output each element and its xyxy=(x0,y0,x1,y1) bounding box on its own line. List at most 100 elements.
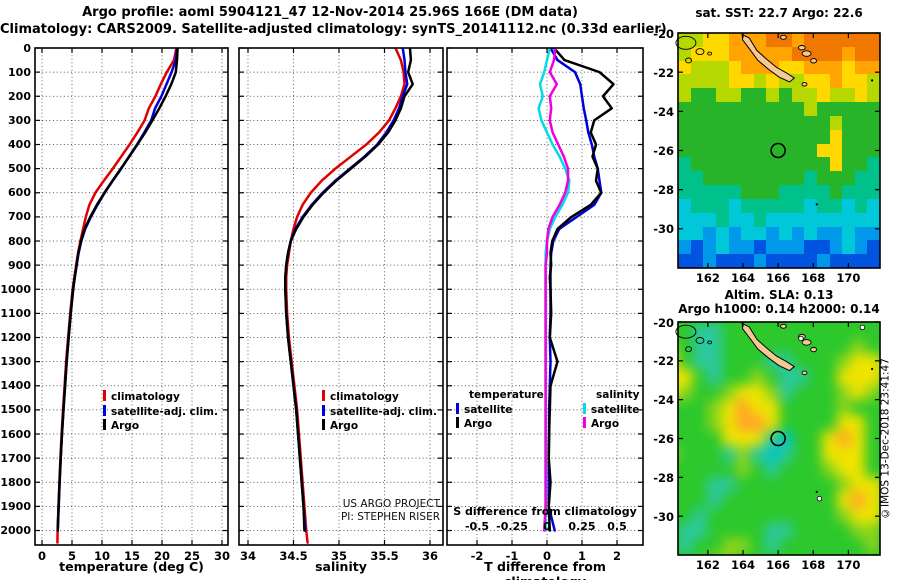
heatmap-cell xyxy=(829,240,843,255)
heatmap-cell xyxy=(836,507,851,523)
heatmap-cell xyxy=(822,338,837,355)
heatmap-cell xyxy=(721,415,736,431)
heatmap-cell xyxy=(764,553,779,555)
heatmap-cell xyxy=(721,476,736,493)
heatmap-cell xyxy=(793,476,808,493)
heatmap-cell xyxy=(836,476,851,493)
heatmap-cell xyxy=(867,115,880,130)
heatmap-cell xyxy=(735,338,751,355)
legend-label: satellite xyxy=(464,403,513,416)
heatmap-cell xyxy=(703,129,716,144)
heatmap-cell xyxy=(678,323,693,339)
heatmap-cell xyxy=(735,369,751,385)
heatmap-cell xyxy=(721,354,736,370)
figure-title-line1: Argo profile: aoml 5904121_47 12-Nov-201… xyxy=(82,5,578,20)
heatmap-cell xyxy=(690,33,704,47)
heatmap-cell xyxy=(850,400,866,416)
heatmap-cell xyxy=(793,492,808,508)
heatmap-cell xyxy=(678,171,691,186)
heatmap-cell xyxy=(750,507,765,523)
heatmap-cell xyxy=(741,212,754,227)
heatmap-cell xyxy=(842,226,855,241)
heatmap-cell xyxy=(766,171,779,186)
heatmap-cell xyxy=(728,74,742,89)
heatmap-cell xyxy=(779,212,792,227)
heatmap-cell xyxy=(750,553,765,555)
heatmap-cell xyxy=(715,129,729,144)
depth-tick-label: 1900 xyxy=(0,499,31,513)
heatmap-cell xyxy=(791,33,805,47)
heatmap-cell xyxy=(791,74,805,89)
heatmap-cell xyxy=(750,384,765,401)
heatmap-cell xyxy=(807,538,823,554)
heatmap-cell xyxy=(728,143,742,158)
heatmap-cell xyxy=(816,129,830,144)
heatmap-cell xyxy=(807,369,823,385)
heatmap-cell xyxy=(829,115,843,130)
sst-lon-tick-label: 166 xyxy=(766,271,791,285)
heatmap-cell xyxy=(741,46,754,61)
depth-tick-label: 800 xyxy=(8,234,31,248)
temperature-x-tick-label: 0 xyxy=(37,549,46,563)
heatmap-cell xyxy=(850,354,866,370)
heatmap-cell xyxy=(678,254,691,268)
heatmap-cell xyxy=(741,74,754,89)
heatmap-cell xyxy=(715,240,729,255)
heatmap-cell xyxy=(715,198,729,213)
heatmap-cell xyxy=(766,60,779,75)
heatmap-cell xyxy=(779,254,792,268)
heatmap-cell xyxy=(764,415,779,431)
heatmap-cell xyxy=(816,240,830,255)
heatmap-cell xyxy=(807,430,823,447)
heatmap-cell xyxy=(804,198,817,213)
heatmap-cell xyxy=(779,88,792,103)
heatmap-cell xyxy=(842,102,855,116)
temperature-x-tick-label: 10 xyxy=(93,549,110,563)
heatmap-cell xyxy=(850,446,866,462)
heatmap-cell xyxy=(721,369,736,385)
heatmap-cell xyxy=(728,88,742,103)
sst-lat-tick-label: -28 xyxy=(653,183,674,198)
heatmap-cell xyxy=(822,507,837,523)
heatmap-cell xyxy=(715,88,729,103)
heatmap-cell xyxy=(703,212,716,227)
sst-lon-tick-label: 170 xyxy=(836,271,861,285)
heatmap-cell xyxy=(867,171,880,186)
heatmap-cell xyxy=(779,553,794,555)
sla-lat-tick-label: -20 xyxy=(653,315,674,330)
heatmap-cell xyxy=(741,33,754,47)
heatmap-cell xyxy=(816,88,830,103)
heatmap-cell xyxy=(829,198,843,213)
heatmap-cell xyxy=(836,400,851,416)
heatmap-cell xyxy=(678,446,693,462)
heatmap-cell xyxy=(678,198,691,213)
heatmap-cell xyxy=(750,461,765,477)
sla-lat-tick-label: -30 xyxy=(653,509,674,524)
heatmap-cell xyxy=(836,338,851,355)
heatmap-cell xyxy=(836,384,851,401)
heatmap-cell xyxy=(703,33,716,47)
heatmap-cell xyxy=(807,323,823,339)
heatmap-cell xyxy=(707,338,722,355)
sst-lat-tick-label: -24 xyxy=(653,104,674,119)
heatmap-cell xyxy=(804,102,817,116)
legend-row: Argo xyxy=(103,419,218,434)
heatmap-cell xyxy=(741,115,754,130)
heatmap-cell xyxy=(678,60,691,75)
heatmap-cell xyxy=(692,553,708,555)
heatmap-cell xyxy=(728,115,742,130)
heatmap-cell xyxy=(791,115,805,130)
heatmap-cell xyxy=(779,143,792,158)
heatmap-cell xyxy=(854,185,868,199)
heatmap-cell xyxy=(678,354,693,370)
sst-lat-tick-label: -26 xyxy=(653,144,674,158)
heatmap-cell xyxy=(854,143,868,158)
heatmap-cell xyxy=(753,143,767,158)
difference-x-tick-label: -1 xyxy=(505,549,519,563)
heatmap-cell xyxy=(842,240,855,255)
heatmap-cell xyxy=(807,492,823,508)
heatmap-cell xyxy=(854,157,868,172)
heatmap-cell xyxy=(678,338,693,355)
heatmap-cell xyxy=(779,538,794,554)
heatmap-cell xyxy=(779,157,792,172)
